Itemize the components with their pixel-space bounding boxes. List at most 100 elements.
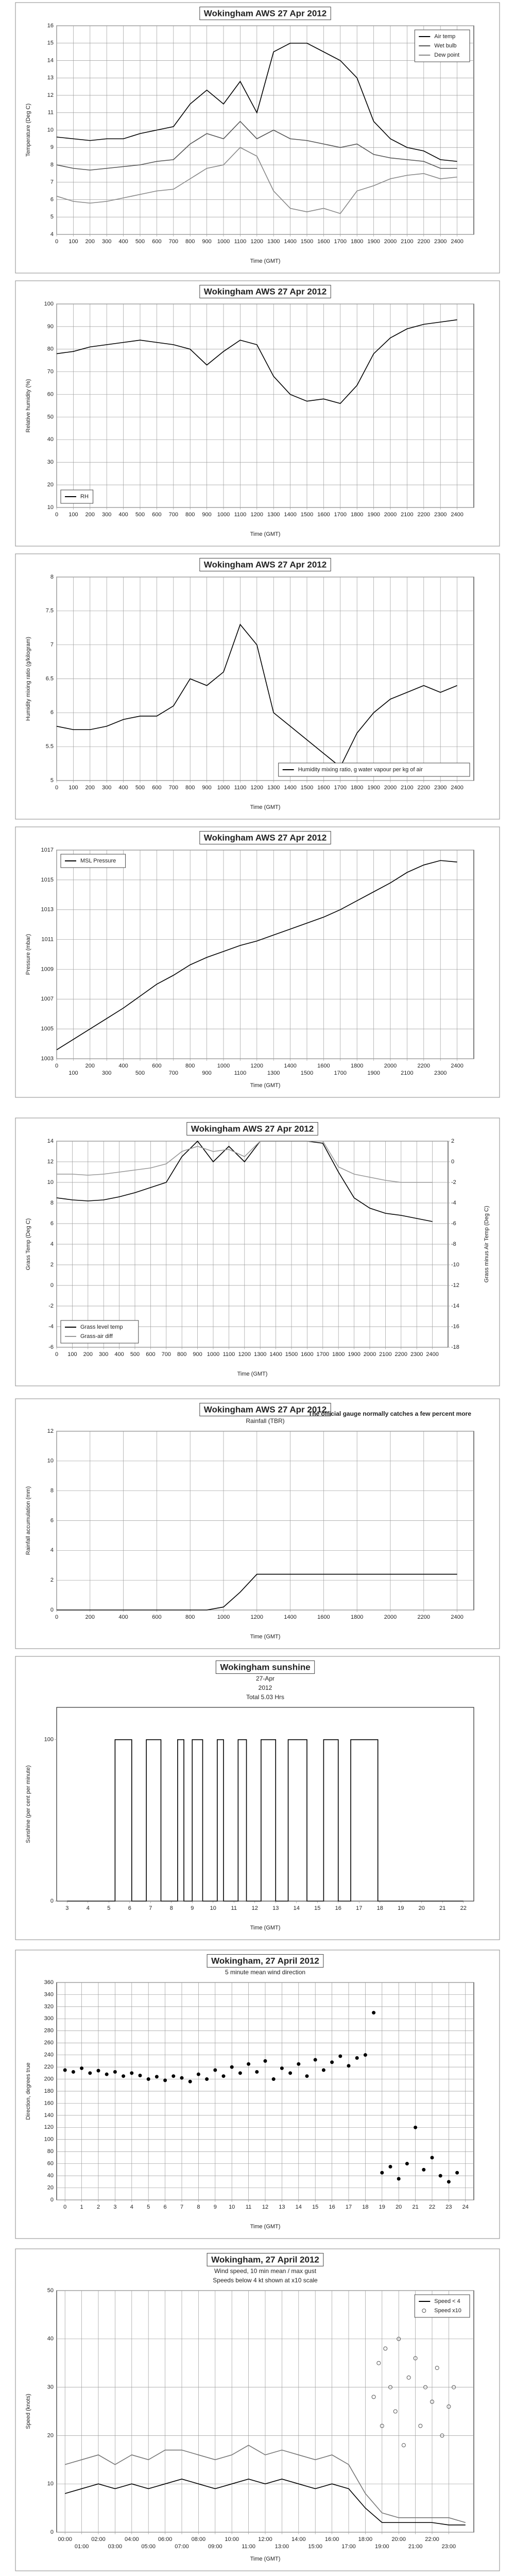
x-tick-label: 1800 (351, 512, 363, 518)
y2-axis-label: Grass minus Air Temp (Deg C) (484, 1206, 490, 1283)
data-line (57, 623, 457, 768)
x-tick-label: 0 (55, 239, 58, 245)
x-tick-label: 19 (379, 2204, 385, 2210)
y-tick-label: 20 (47, 2184, 54, 2191)
x-tick-label: 2400 (451, 239, 463, 245)
x-tick-label: 2200 (418, 512, 430, 518)
x-tick-label: 14 (296, 2204, 302, 2210)
data-point (122, 2074, 126, 2078)
x-tick-label: 2000 (384, 1614, 397, 1620)
chart-title: Wokingham AWS 27 Apr 2012 (204, 1404, 327, 1414)
panel-frame (15, 1398, 500, 1649)
y2-tick-label: -18 (451, 1344, 459, 1350)
x-tick-label: 21:00 (408, 2544, 423, 2550)
x-tick-label: 2300 (434, 512, 447, 518)
data-point (180, 2076, 184, 2080)
x-tick-label: 2200 (418, 1614, 430, 1620)
x-tick-label: 6 (128, 1905, 131, 1911)
data-point (414, 2125, 418, 2129)
x-tick-label: 900 (202, 785, 211, 791)
x-tick-label: 1200 (251, 785, 263, 791)
y-tick-label: 0 (50, 1898, 54, 1904)
x-tick-label: 700 (162, 1351, 171, 1358)
y-tick-label: 0 (50, 2529, 54, 2535)
data-point (105, 2072, 109, 2076)
y-tick-label: 11 (48, 110, 54, 116)
y2-tick-label: -2 (451, 1179, 456, 1185)
title-box (199, 831, 331, 844)
legend-box (60, 1320, 139, 1344)
x-tick-label: 700 (169, 1070, 178, 1076)
y-tick-label: 6 (50, 709, 54, 716)
x-tick-label: 600 (146, 1351, 155, 1358)
x-tick-label: 1400 (284, 1614, 296, 1620)
data-line (67, 1739, 464, 1902)
x-tick-label: 10 (210, 1905, 216, 1911)
y-tick-label: 4 (50, 1547, 54, 1553)
data-line (57, 1140, 433, 1222)
x-tick-label: 1400 (269, 1351, 282, 1358)
x-tick-label: 1100 (234, 785, 247, 791)
y-tick-label: 360 (44, 1979, 54, 1986)
x-tick-label: 1700 (317, 1351, 329, 1358)
chart-title: Wokingham AWS 27 Apr 2012 (204, 560, 327, 569)
y-tick-label: 340 (44, 1991, 54, 1997)
x-tick-label: 1000 (207, 1351, 219, 1358)
x-tick-label: 2200 (395, 1351, 407, 1358)
x-tick-label: 200 (85, 1063, 95, 1069)
title-box (186, 1122, 318, 1136)
y-axis-label: Relative humidity (%) (25, 379, 31, 433)
subtitle: 2012 (259, 1684, 272, 1691)
legend-label: Grass-air diff (80, 1333, 113, 1340)
data-point (80, 2066, 84, 2070)
x-tick-label: 400 (118, 1614, 128, 1620)
data-point (138, 2074, 142, 2078)
data-point (205, 2077, 209, 2081)
y-tick-label: 8 (50, 574, 54, 580)
x-tick-label: 300 (102, 512, 111, 518)
x-tick-label: 2000 (384, 239, 397, 245)
x-tick-label: 400 (118, 785, 128, 791)
data-point (171, 2074, 176, 2078)
x-tick-label: 800 (185, 239, 195, 245)
data-line (57, 860, 457, 1050)
y-axis-label: Direction, degrees true (25, 2062, 31, 2120)
x-tick-label: 1100 (234, 239, 247, 245)
y-tick-label: 300 (44, 2015, 54, 2022)
x-tick-label: 22:00 (425, 2536, 439, 2543)
x-tick-label: 1400 (284, 1063, 296, 1069)
x-axis-label: Time (GMT) (250, 1634, 281, 1640)
x-tick-label: 800 (185, 512, 195, 518)
x-tick-label: 12 (252, 1905, 258, 1911)
x-tick-label: 20:00 (391, 2536, 406, 2543)
x-tick-label: 1600 (317, 512, 330, 518)
y-tick-label: 140 (44, 2112, 54, 2119)
y-tick-label: 5 (50, 214, 54, 220)
x-tick-label: 1 (80, 2204, 83, 2210)
y-tick-label: 20 (47, 482, 54, 488)
x-tick-label: 14:00 (291, 2536, 306, 2543)
x-tick-label: 8 (170, 1905, 173, 1911)
y-tick-label: 6 (50, 196, 54, 202)
data-point (88, 2071, 92, 2075)
y-axis-label: Humidity mixing ratio (g/kilogram) (25, 637, 31, 721)
x-tick-label: 1700 (334, 785, 347, 791)
chart-title: Wokingham AWS 27 Apr 2012 (191, 1124, 314, 1133)
x-tick-label: 01:00 (75, 2544, 89, 2550)
y-tick-label: 50 (47, 414, 54, 420)
title-box (199, 6, 331, 20)
data-point (418, 2424, 423, 2428)
data-point (305, 2074, 309, 2078)
x-tick-label: 2400 (451, 1614, 463, 1620)
x-tick-label: 3 (65, 1905, 68, 1911)
data-point (213, 2068, 217, 2072)
legend-label: Air temp (434, 33, 455, 40)
x-tick-label: 18 (362, 2204, 368, 2210)
y2-tick-label: -4 (451, 1200, 456, 1206)
y-tick-label: 10 (47, 127, 54, 133)
x-tick-label: 900 (193, 1351, 202, 1358)
x-tick-label: 300 (102, 239, 111, 245)
data-point (247, 2062, 251, 2066)
x-tick-label: 2200 (418, 1063, 430, 1069)
chart-title: Wokingham sunshine (220, 1662, 310, 1672)
